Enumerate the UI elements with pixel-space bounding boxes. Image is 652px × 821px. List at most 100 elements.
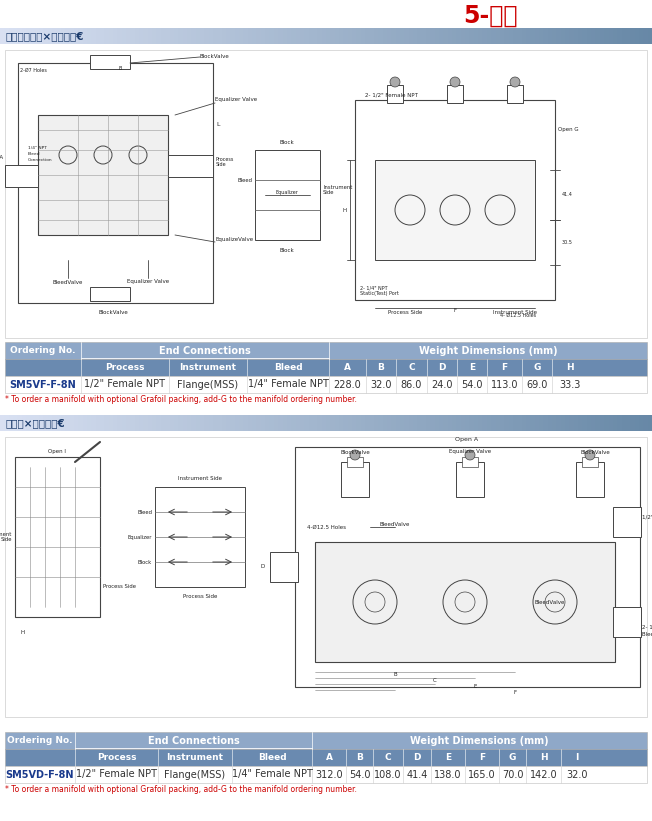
Bar [509,28,513,44]
Bar [344,415,348,431]
Bar [87,415,91,431]
Text: 1/4" Female NPT: 1/4" Female NPT [248,379,329,389]
Bar [270,552,298,582]
Bar [530,415,535,431]
Bar [5,165,38,187]
Bar [375,160,535,260]
Bar [374,415,378,431]
Bar [509,415,513,431]
Bar [465,28,469,44]
Text: * To order a manifold with optional Grafoil packing, add-G to the manifold order: * To order a manifold with optional Graf… [5,396,357,405]
Bar [474,415,478,431]
Bar [370,415,374,431]
Bar [448,28,452,44]
Bar [78,415,83,431]
Bar [469,415,474,431]
Text: E: E [469,363,475,372]
Text: 埝嗒京伴勒嗒×媛涂业孷€: 埝嗒京伴勒嗒×媛涂业孷€ [6,31,85,41]
Bar [183,415,187,431]
Text: 2- 1/2" Female NPT: 2- 1/2" Female NPT [365,93,418,98]
Bar [417,28,422,44]
Bar [378,415,383,431]
Bar [248,415,252,431]
Text: BleedValve: BleedValve [53,279,83,285]
Bar [265,28,269,44]
Bar [282,415,287,431]
Bar [191,28,196,44]
Text: 1/2" Female NPT: 1/2" Female NPT [85,379,166,389]
Bar [462,457,478,467]
Bar [168,155,213,177]
Bar [178,28,183,44]
Text: Instrument: Instrument [166,753,224,762]
Bar [595,28,600,44]
Bar [265,415,269,431]
Text: F: F [453,308,456,313]
Bar [70,28,74,44]
Bar [548,28,552,44]
Text: 30.5: 30.5 [562,241,573,245]
Bar [161,28,165,44]
Text: 4-Ø12.5 Holes: 4-Ø12.5 Holes [307,525,346,530]
Bar [500,415,504,431]
Bar [295,415,300,431]
Text: G: G [509,753,516,762]
Bar [5,359,647,376]
Bar [248,28,252,44]
Bar [530,28,535,44]
Text: C: C [408,363,415,372]
Text: Block: Block [280,247,294,253]
Bar [452,28,456,44]
Text: Ordering No.: Ordering No. [10,346,76,355]
Text: B: B [393,672,397,677]
Bar [565,415,569,431]
Bar [422,28,426,44]
Bar [578,28,582,44]
Bar [61,415,65,431]
Text: Instrument: Instrument [179,363,237,372]
Text: 69.0: 69.0 [526,379,548,389]
Bar [117,28,122,44]
Bar [617,415,621,431]
Text: H: H [540,753,547,762]
Bar [222,28,226,44]
Bar [491,28,496,44]
Text: 2-Ø7 Holes: 2-Ø7 Holes [20,67,47,72]
Bar [341,462,369,497]
Bar [200,415,204,431]
Text: BlockValve: BlockValve [340,450,370,455]
Text: Equalizer: Equalizer [276,190,299,195]
Bar [539,415,543,431]
Text: End Connections: End Connections [147,736,239,745]
Bar [96,415,100,431]
Text: Block: Block [280,140,294,144]
Bar [548,415,552,431]
Bar [456,415,461,431]
Bar [613,28,617,44]
Text: E: E [473,685,477,690]
Text: BlockValve: BlockValve [200,54,230,59]
Bar [348,415,352,431]
Bar [639,28,644,44]
Bar [109,28,113,44]
Bar [318,28,321,44]
Bar [187,415,191,431]
Text: F: F [501,363,507,372]
Bar [170,28,174,44]
Bar [482,28,487,44]
Bar [304,415,308,431]
Text: BleedValve: BleedValve [380,522,410,528]
Bar [409,415,413,431]
Bar [630,415,634,431]
Bar [591,415,595,431]
Bar [243,28,248,44]
Text: Equalizer Valve: Equalizer Valve [449,450,491,455]
Bar [143,415,148,431]
Bar [604,28,608,44]
Text: 5-阀组: 5-阀组 [463,4,517,28]
Bar [626,415,630,431]
Bar [383,28,387,44]
Bar [295,447,640,687]
Bar [48,28,52,44]
Bar [482,415,487,431]
